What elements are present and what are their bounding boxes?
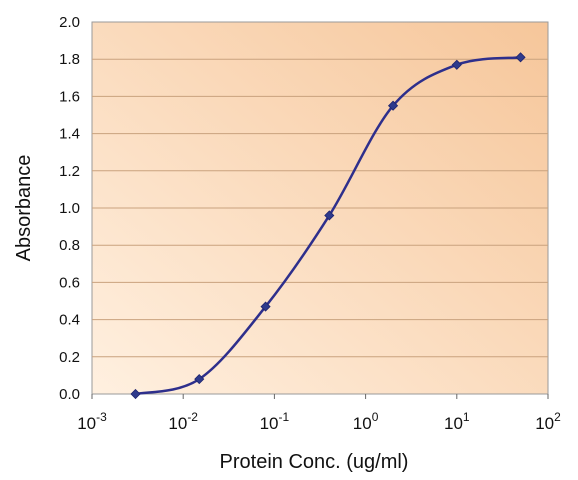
x-tick-label: 10-1 bbox=[260, 410, 290, 433]
x-axis-title: Protein Conc. (ug/ml) bbox=[220, 451, 409, 473]
y-tick-label: 1.8 bbox=[59, 51, 80, 68]
y-tick-label: 0.6 bbox=[59, 274, 80, 291]
data-point bbox=[324, 210, 335, 221]
x-axis-ticks: 10-3 10-2 10-1 100 101 102 bbox=[77, 394, 561, 433]
y-axis-ticks: 0.0 0.2 0.4 0.6 0.8 1.0 1.2 1.4 1.6 1.8 2.0 bbox=[59, 14, 80, 403]
data-point bbox=[130, 388, 141, 400]
x-tick-label: 10-3 bbox=[77, 410, 107, 433]
x-tick-label: 101 bbox=[444, 410, 470, 433]
y-tick-label: 1.4 bbox=[59, 126, 80, 143]
data-points bbox=[130, 52, 526, 400]
y-tick-label: 2.0 bbox=[59, 14, 80, 31]
data-point bbox=[515, 52, 526, 63]
y-tick-label: 1.6 bbox=[59, 88, 80, 105]
data-point bbox=[194, 374, 205, 385]
y-tick-label: 0.8 bbox=[59, 237, 80, 254]
y-axis-title: Absorbance bbox=[13, 155, 35, 262]
gridlines bbox=[92, 58, 548, 358]
y-tick-label: 0.0 bbox=[59, 386, 80, 403]
data-point bbox=[387, 100, 399, 111]
x-tick-label: 10-2 bbox=[168, 410, 198, 433]
data-point bbox=[260, 301, 271, 312]
y-tick-label: 1.0 bbox=[59, 200, 80, 217]
x-tick-label: 102 bbox=[535, 410, 561, 433]
y-tick-label: 0.4 bbox=[59, 312, 80, 329]
data-point bbox=[451, 59, 462, 70]
y-tick-label: 0.2 bbox=[59, 349, 80, 366]
x-tick-label: 100 bbox=[353, 410, 379, 433]
y-tick-label: 1.2 bbox=[59, 163, 80, 180]
